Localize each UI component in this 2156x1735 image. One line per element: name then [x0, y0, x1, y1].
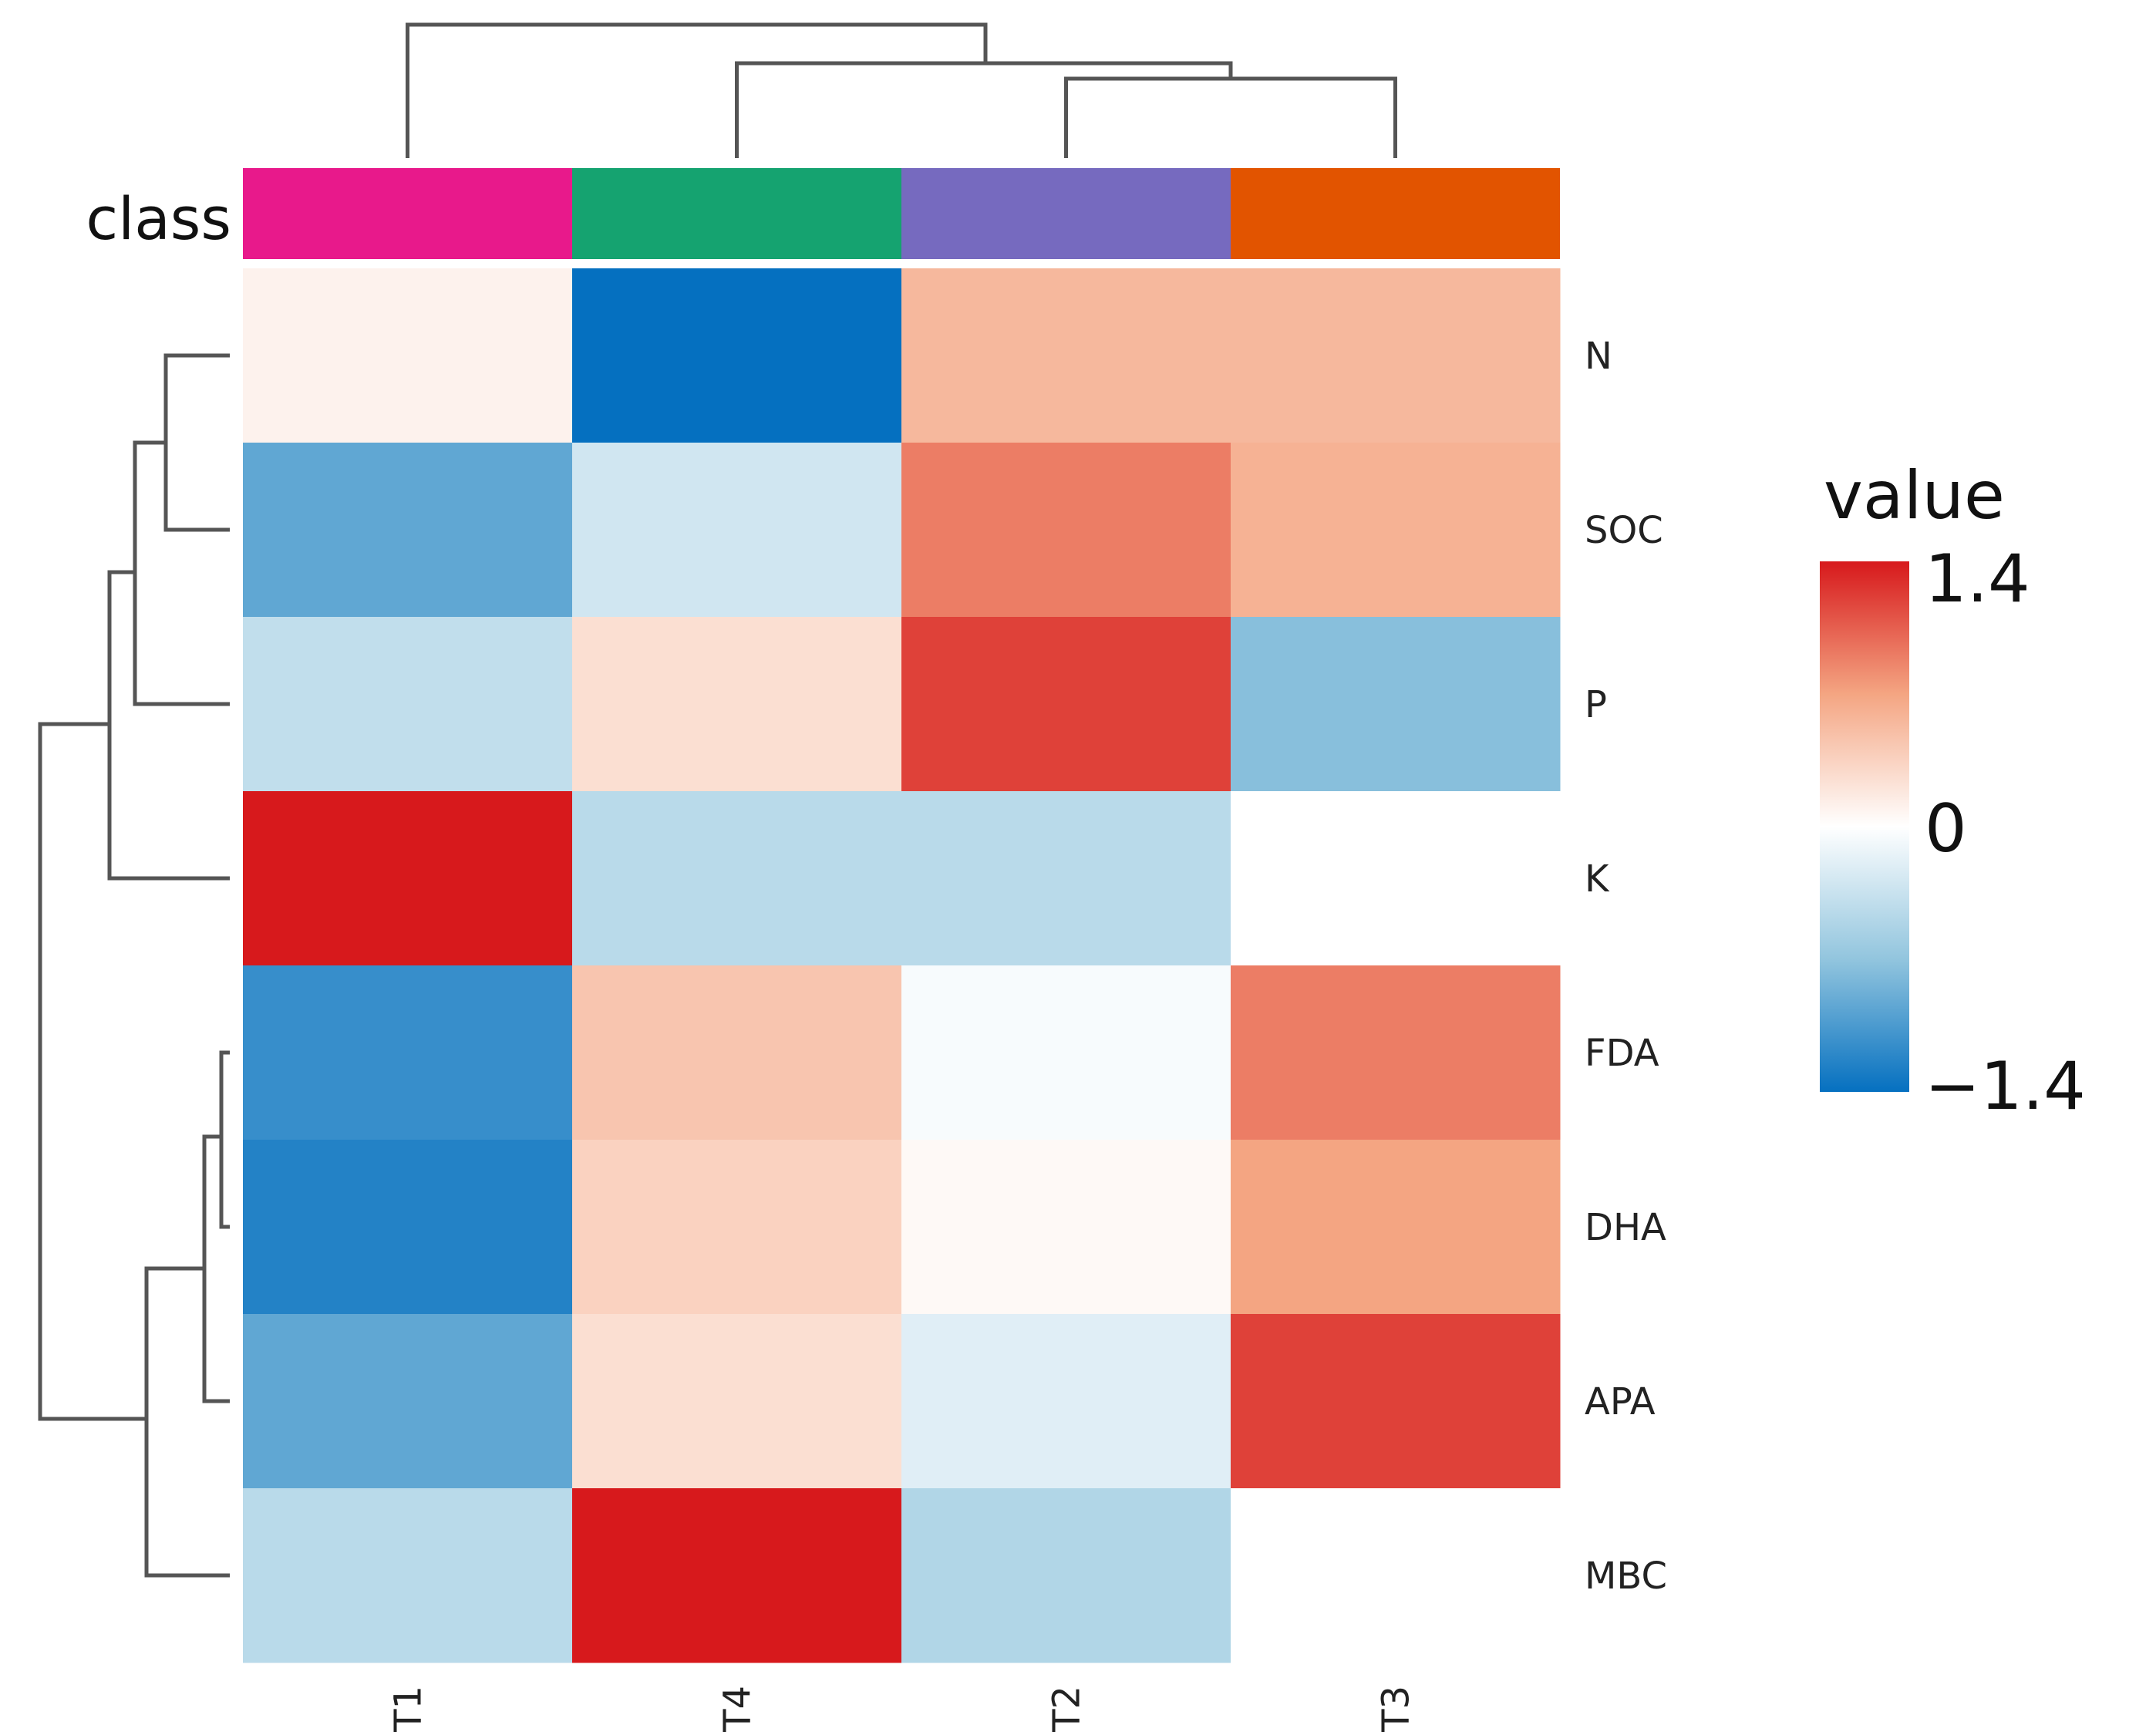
heatmap-cell-apa-t2	[901, 1314, 1231, 1489]
row-dendrogram-branch	[107, 570, 230, 881]
heatmap-cell-k-t2	[901, 791, 1231, 966]
row-dendrogram-branch	[38, 722, 147, 1421]
heatmap-cells	[243, 268, 1561, 1663]
legend-colorbar	[1820, 561, 1909, 1092]
column-dendrogram	[406, 22, 1397, 158]
heatmap-cell-dha-t3	[1231, 1140, 1561, 1315]
heatmap-cell-fda-t1	[243, 965, 573, 1140]
legend-min-label: −1.4	[1925, 1048, 2086, 1125]
heatmap-cell-k-t3	[1231, 791, 1561, 966]
heatmap-cell-soc-t1	[243, 443, 573, 618]
row-label-soc: SOC	[1585, 509, 1663, 552]
column-dendrogram-branch	[1064, 76, 1397, 158]
column-label-t3: T3	[1375, 1686, 1418, 1733]
row-dendrogram-branch	[144, 1266, 230, 1578]
column-label-t2: T2	[1046, 1686, 1089, 1733]
column-labels: T1 T4 T2 T3	[387, 1686, 1418, 1733]
legend-mid-label: 0	[1925, 790, 1967, 868]
heatmap-cell-apa-t4	[572, 1314, 902, 1489]
class-swatch-t3	[1231, 168, 1560, 259]
heatmap-cell-k-t4	[572, 791, 902, 966]
column-dendrogram-branch	[406, 22, 988, 158]
row-label-dha: DHA	[1585, 1206, 1666, 1249]
heatmap-cell-mbc-t4	[572, 1488, 902, 1663]
heatmap-cell-mbc-t2	[901, 1488, 1231, 1663]
row-dendrogram-branch	[219, 1050, 230, 1229]
heatmap-cell-mbc-t1	[243, 1488, 573, 1663]
heatmap-cell-fda-t3	[1231, 965, 1561, 1140]
heatmap-cell-fda-t2	[901, 965, 1231, 1140]
heatmap-cell-soc-t2	[901, 443, 1231, 618]
row-label-apa: APA	[1585, 1380, 1656, 1423]
row-dendrogram-branch	[133, 440, 230, 706]
row-label-mbc: MBC	[1585, 1555, 1667, 1598]
heatmap-cell-mbc-t3	[1231, 1488, 1561, 1663]
heatmap-cell-p-t1	[243, 617, 573, 792]
heatmap-cell-p-t3	[1231, 617, 1561, 792]
color-legend: value 1.4 0 −1.4	[1820, 457, 2086, 1125]
class-annotation-bar	[243, 168, 1560, 259]
column-label-t4: T4	[716, 1686, 760, 1733]
heatmap-cell-dha-t4	[572, 1140, 902, 1315]
row-dendrogram-branch	[163, 353, 230, 532]
heatmap-cell-apa-t3	[1231, 1314, 1561, 1489]
row-label-fda: FDA	[1585, 1032, 1659, 1075]
heatmap-cell-soc-t3	[1231, 443, 1561, 618]
heatmap-cell-n-t2	[901, 268, 1231, 443]
row-label-k: K	[1585, 857, 1610, 901]
row-dendrogram-branch	[202, 1134, 230, 1403]
heatmap-cell-n-t1	[243, 268, 573, 443]
row-label-p: P	[1585, 683, 1607, 726]
legend-title: value	[1824, 457, 2005, 534]
class-swatch-t1	[243, 168, 572, 259]
heatmap-cell-dha-t1	[243, 1140, 573, 1315]
legend-max-label: 1.4	[1925, 541, 2030, 618]
row-labels: N SOC P K FDA DHA APA MBC	[1585, 335, 1667, 1598]
class-swatch-t4	[572, 168, 901, 259]
heatmap-cell-apa-t1	[243, 1314, 573, 1489]
heatmap-cell-dha-t2	[901, 1140, 1231, 1315]
heatmap-cell-p-t4	[572, 617, 902, 792]
class-annotation-label: class	[86, 184, 231, 253]
heatmap-cell-fda-t4	[572, 965, 902, 1140]
heatmap-cell-p-t2	[901, 617, 1231, 792]
row-dendrogram	[38, 353, 230, 1578]
heatmap-cell-n-t3	[1231, 268, 1561, 443]
column-label-t1: T1	[387, 1686, 430, 1733]
heatmap-cell-n-t4	[572, 268, 902, 443]
heatmap-cell-soc-t4	[572, 443, 902, 618]
class-swatch-t2	[901, 168, 1231, 259]
row-label-n: N	[1585, 335, 1612, 378]
heatmap-cell-k-t1	[243, 791, 573, 966]
